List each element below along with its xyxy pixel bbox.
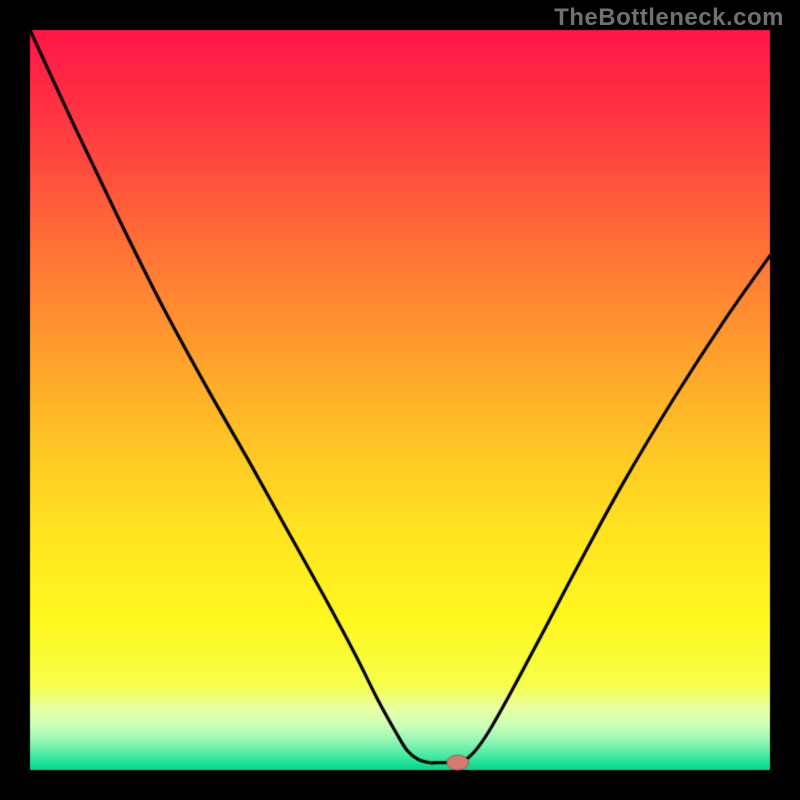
watermark-text: TheBottleneck.com (554, 4, 784, 32)
chart-stage: TheBottleneck.com (0, 0, 800, 800)
bottleneck-curve-chart (0, 0, 800, 800)
